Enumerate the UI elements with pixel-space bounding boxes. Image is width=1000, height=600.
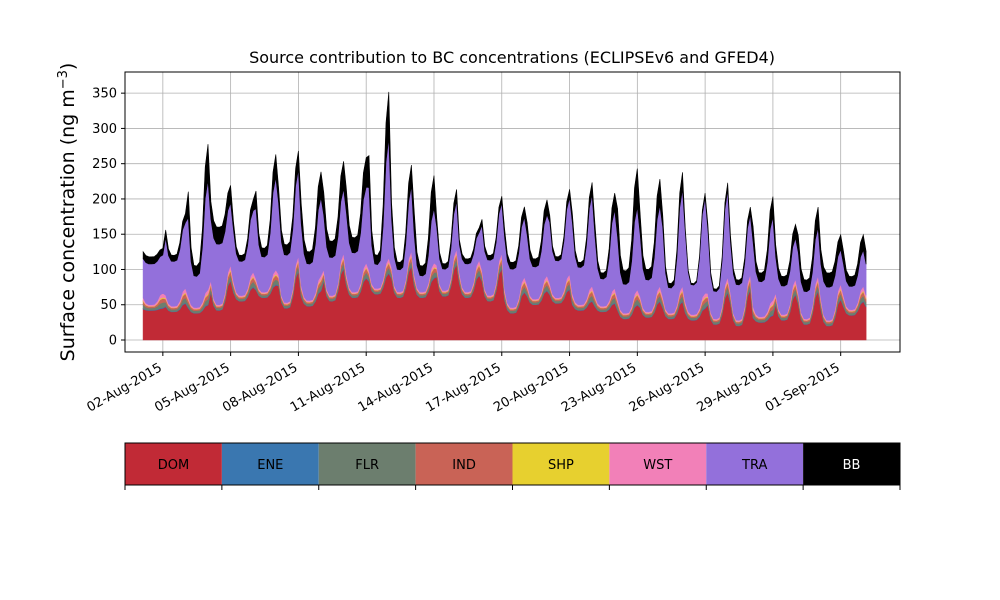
chart-title: Source contribution to BC concentrations… <box>249 48 775 67</box>
y-tick-label: 0 <box>109 334 117 349</box>
legend-swatch-ene <box>221 443 319 485</box>
legend-swatch-ind <box>415 443 513 485</box>
colorbar-legend: DOM ENE FLR IND SHP WST TRA BB <box>124 442 901 490</box>
legend-label-flr: FLR <box>355 458 379 473</box>
y-axis-label: Surface concentration (ng m−3) <box>56 63 80 362</box>
legend-label-ind: IND <box>452 458 476 473</box>
y-axis-label-close: ) <box>57 63 79 70</box>
y-tick-label: 200 <box>92 192 117 207</box>
legend-swatch-bb <box>803 443 900 485</box>
legend-frame <box>124 442 901 486</box>
y-axis-label-exponent: −3 <box>56 70 71 89</box>
legend-swatch-flr <box>318 443 416 485</box>
legend-swatch-tra <box>706 443 804 485</box>
legend-label-dom: DOM <box>158 458 189 473</box>
y-tick-label: 50 <box>100 298 117 313</box>
y-axis-label-main: Surface concentration (ng m <box>57 89 79 361</box>
legend-label-bb: BB <box>843 458 861 473</box>
area-bb <box>142 91 867 293</box>
legend-label-wst: WST <box>643 458 672 473</box>
legend-label-ene: ENE <box>257 458 283 473</box>
y-tick-label: 150 <box>92 228 117 243</box>
y-tick-label: 250 <box>92 157 117 172</box>
legend-swatch-shp <box>512 443 610 485</box>
legend-label-tra: TRA <box>741 458 767 473</box>
stacked-areas <box>142 91 867 341</box>
legend-label-shp: SHP <box>548 458 574 473</box>
y-tick-label: 350 <box>92 87 117 102</box>
legend-swatch-wst <box>609 443 707 485</box>
y-tick-label: 300 <box>92 122 117 137</box>
legend-swatch-dom <box>125 443 222 485</box>
y-tick-label: 100 <box>92 263 117 278</box>
y-axis: 0 50 100 150 200 250 300 350 <box>92 87 125 349</box>
plot-frame <box>124 71 901 353</box>
